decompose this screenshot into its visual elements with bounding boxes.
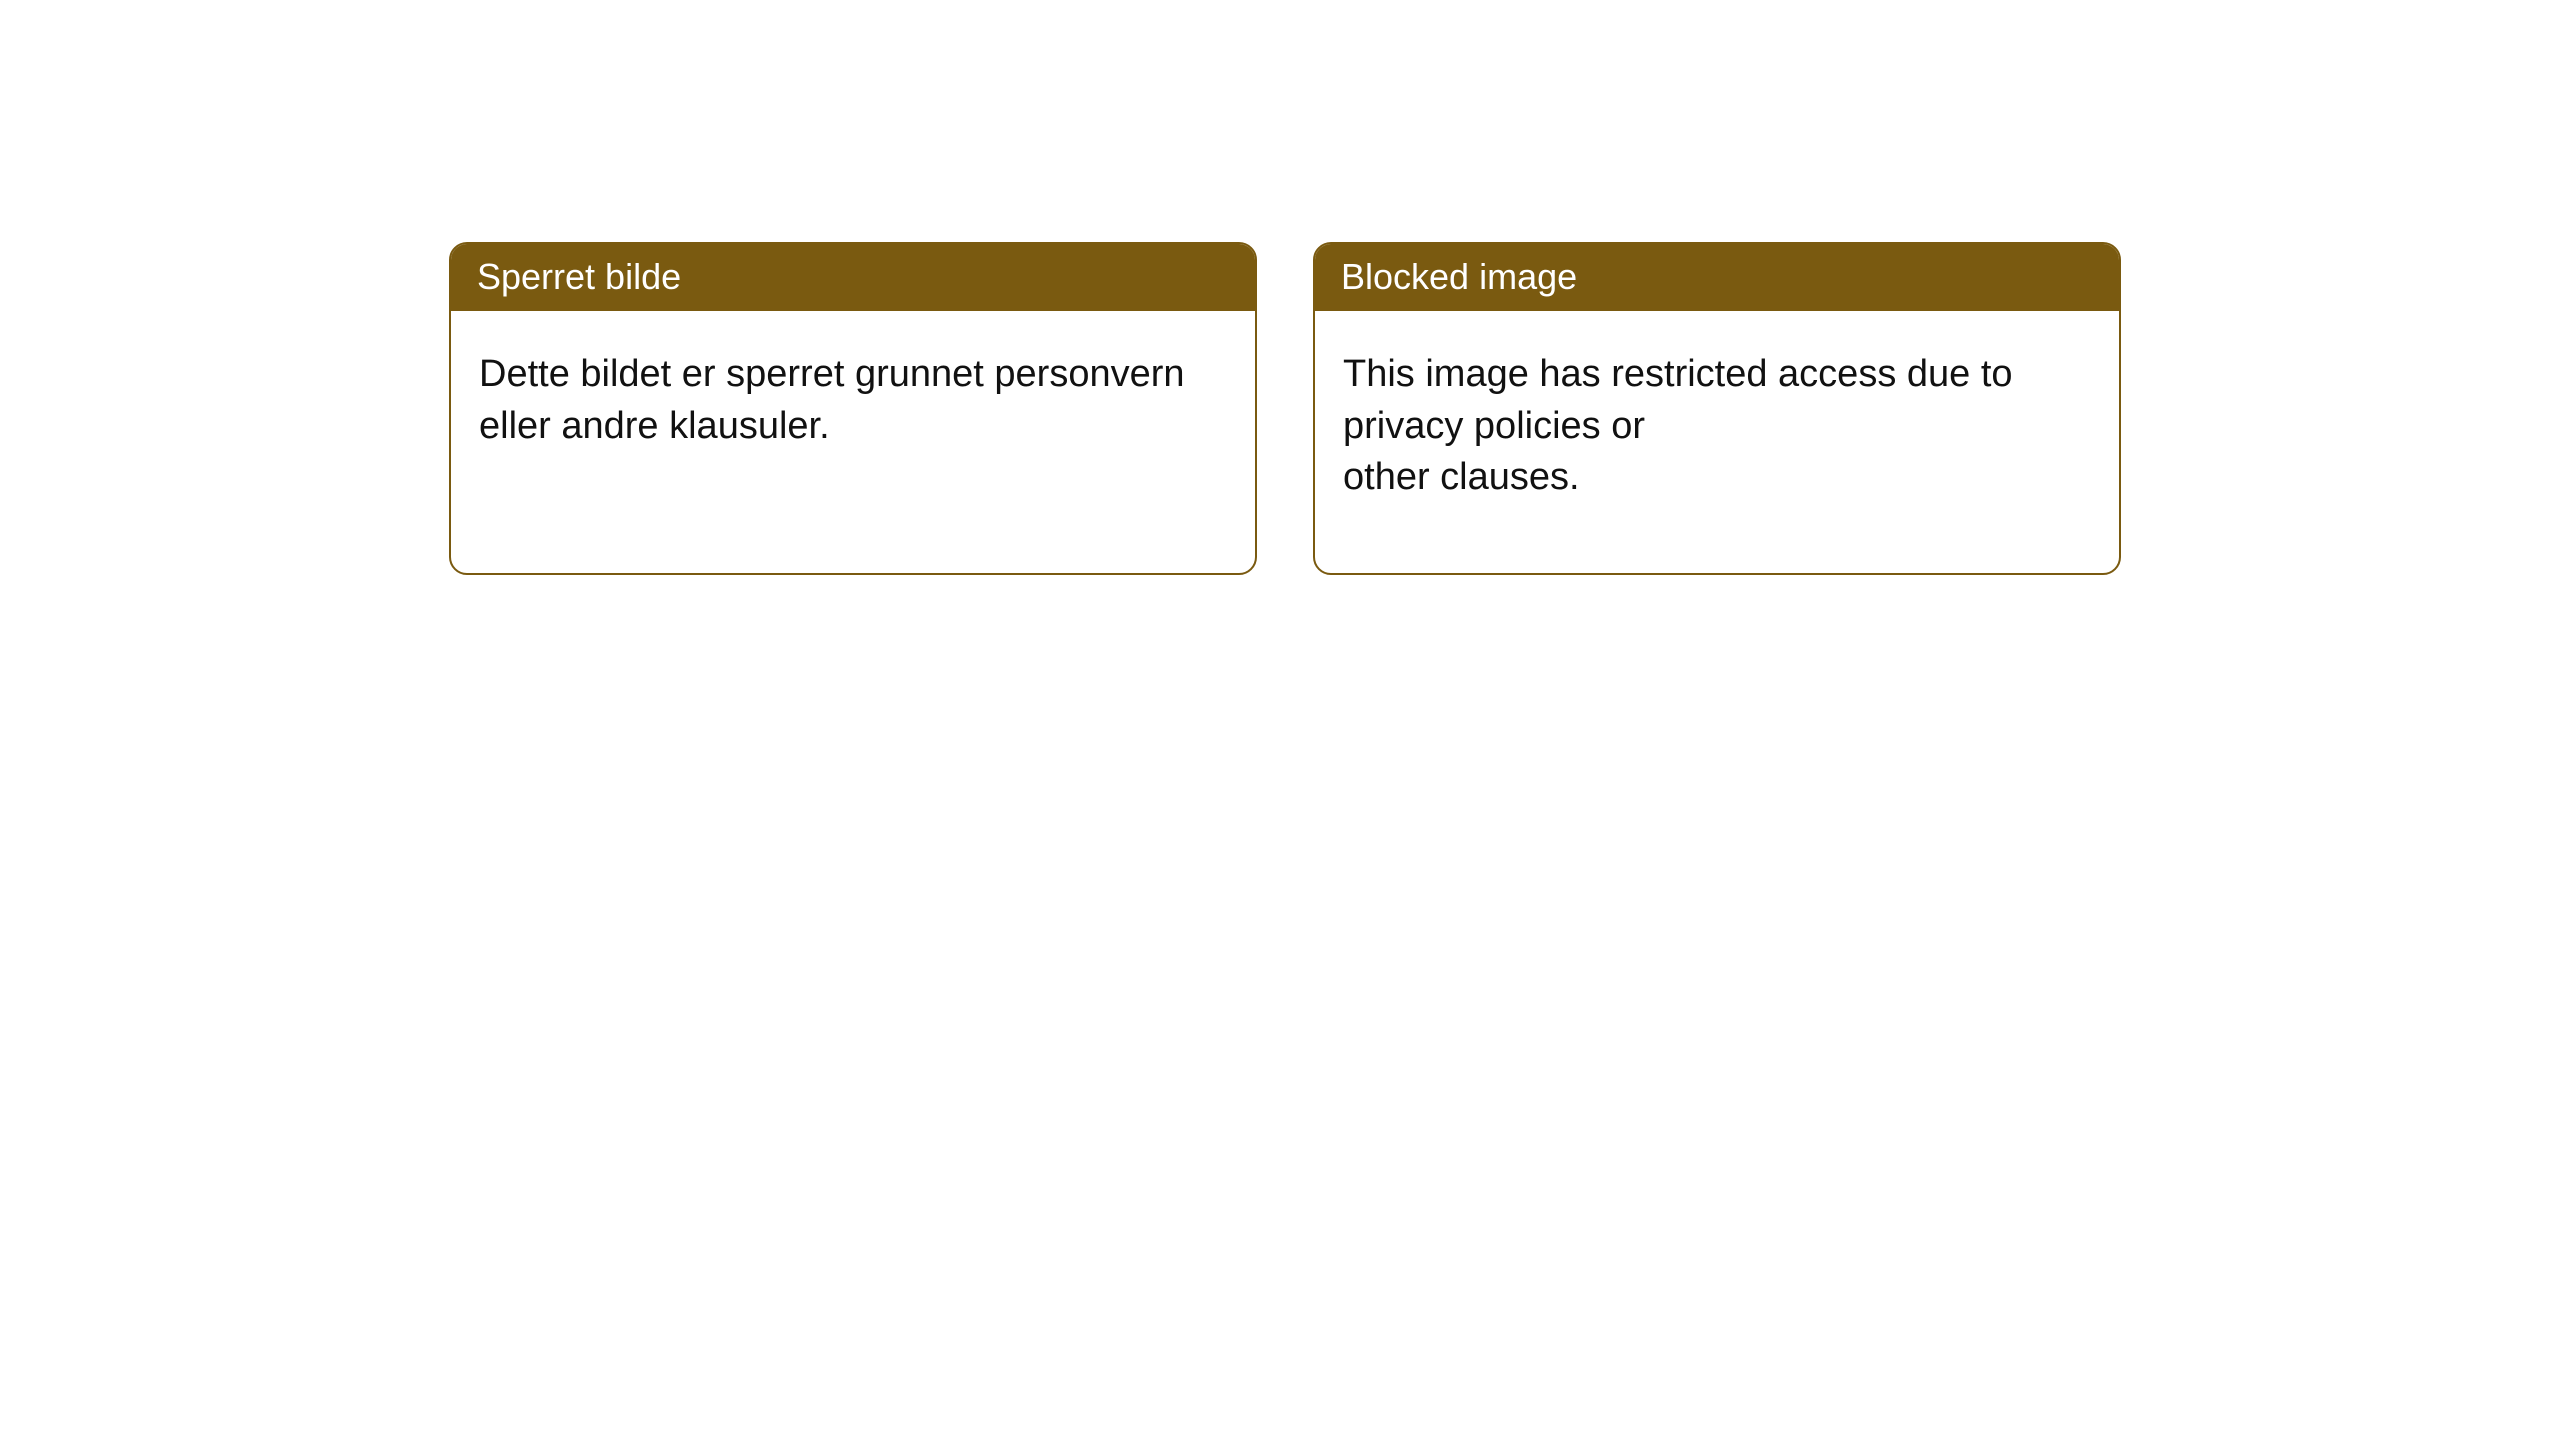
notice-title-en: Blocked image (1315, 244, 2119, 311)
notice-body-no: Dette bildet er sperret grunnet personve… (451, 311, 1255, 480)
notice-card-no: Sperret bilde Dette bildet er sperret gr… (449, 242, 1257, 575)
notice-card-en: Blocked image This image has restricted … (1313, 242, 2121, 575)
notice-title-no: Sperret bilde (451, 244, 1255, 311)
notice-body-en: This image has restricted access due to … (1315, 311, 2119, 532)
notice-container: Sperret bilde Dette bildet er sperret gr… (0, 0, 2560, 575)
